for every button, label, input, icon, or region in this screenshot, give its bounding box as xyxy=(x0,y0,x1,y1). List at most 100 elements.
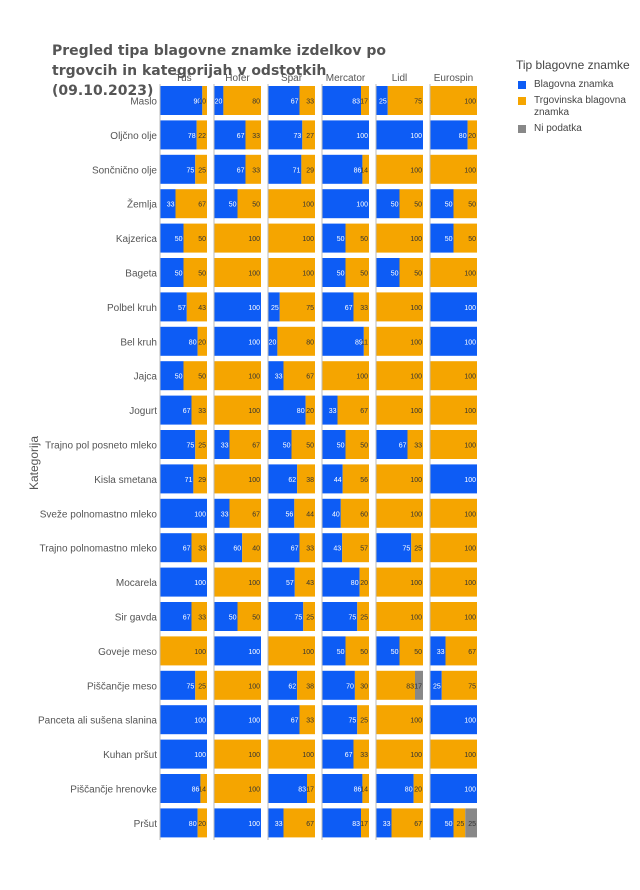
bar-segment-15-3-0[interactable] xyxy=(322,602,358,631)
bar-segment-14-0-0[interactable] xyxy=(160,567,207,597)
bar-segment-5-0-0[interactable] xyxy=(160,258,184,287)
bar-segment-21-3-1[interactable] xyxy=(361,808,369,838)
bar-segment-2-4-1[interactable] xyxy=(376,154,423,184)
bar-segment-12-4-1[interactable] xyxy=(376,498,423,528)
bar-segment-17-3-1[interactable] xyxy=(354,670,369,700)
bar-segment-15-1-0[interactable] xyxy=(214,602,238,631)
bar-segment-21-0-0[interactable] xyxy=(160,808,198,838)
bar-segment-1-1-1[interactable] xyxy=(245,120,261,150)
bar-segment-10-4-1[interactable] xyxy=(407,430,423,459)
bar-segment-3-1-0[interactable] xyxy=(214,189,238,219)
bar-segment-13-1-0[interactable] xyxy=(214,533,243,563)
bar-segment-1-4-0[interactable] xyxy=(376,120,423,150)
bar-segment-11-1-1[interactable] xyxy=(214,464,261,494)
bar-segment-20-2-0[interactable] xyxy=(268,774,308,803)
bar-segment-7-3-1[interactable] xyxy=(363,326,369,356)
bar-segment-5-3-0[interactable] xyxy=(322,258,346,287)
bar-segment-10-4-0[interactable] xyxy=(376,430,408,459)
bar-segment-16-2-1[interactable] xyxy=(268,636,315,666)
bar-segment-17-4-2[interactable] xyxy=(415,670,423,700)
bar-segment-5-4-1[interactable] xyxy=(399,258,424,287)
bar-segment-5-2-1[interactable] xyxy=(268,258,315,287)
bar-segment-11-3-1[interactable] xyxy=(342,464,369,494)
bar-segment-2-0-1[interactable] xyxy=(195,154,207,184)
bar-segment-1-1-0[interactable] xyxy=(214,120,246,150)
bar-segment-19-0-0[interactable] xyxy=(160,739,207,769)
bar-segment-19-1-1[interactable] xyxy=(214,739,261,769)
bar-segment-10-2-1[interactable] xyxy=(291,430,316,459)
bar-segment-0-5-1[interactable] xyxy=(430,86,477,115)
bar-segment-9-0-1[interactable] xyxy=(191,395,207,425)
bar-segment-3-0-1[interactable] xyxy=(175,189,207,219)
bar-segment-21-5-1[interactable] xyxy=(453,808,466,838)
bar-segment-3-4-0[interactable] xyxy=(376,189,400,219)
bar-segment-13-0-0[interactable] xyxy=(160,533,192,563)
bar-segment-15-0-1[interactable] xyxy=(191,602,207,631)
bar-segment-3-1-1[interactable] xyxy=(237,189,262,219)
bar-segment-10-1-1[interactable] xyxy=(229,430,261,459)
bar-segment-8-3-1[interactable] xyxy=(322,361,369,391)
bar-segment-0-3-0[interactable] xyxy=(322,86,362,115)
bar-segment-17-4-1[interactable] xyxy=(376,670,416,700)
bar-segment-13-2-1[interactable] xyxy=(299,533,315,563)
bar-segment-14-2-0[interactable] xyxy=(268,567,295,597)
bar-segment-16-3-1[interactable] xyxy=(345,636,370,666)
bar-segment-1-5-0[interactable] xyxy=(430,120,468,150)
bar-segment-19-4-1[interactable] xyxy=(376,739,423,769)
bar-segment-3-2-1[interactable] xyxy=(268,189,315,219)
bar-segment-8-4-1[interactable] xyxy=(376,361,423,391)
bar-segment-4-5-0[interactable] xyxy=(430,223,454,253)
bar-segment-16-5-1[interactable] xyxy=(445,636,477,666)
bar-segment-21-4-0[interactable] xyxy=(376,808,392,838)
bar-segment-10-3-1[interactable] xyxy=(345,430,370,459)
legend-item-trgovinska[interactable]: Trgovinska blagovna znamka xyxy=(516,95,640,119)
bar-segment-20-3-1[interactable] xyxy=(362,774,369,803)
bar-segment-18-2-0[interactable] xyxy=(268,705,300,735)
bar-segment-15-1-1[interactable] xyxy=(237,602,262,631)
bar-segment-2-2-0[interactable] xyxy=(268,154,302,184)
bar-segment-13-1-1[interactable] xyxy=(242,533,261,563)
bar-segment-12-3-1[interactable] xyxy=(340,498,369,528)
bar-segment-2-5-1[interactable] xyxy=(430,154,477,184)
bar-segment-7-2-1[interactable] xyxy=(277,326,315,356)
bar-segment-4-3-0[interactable] xyxy=(322,223,346,253)
bar-segment-1-3-0[interactable] xyxy=(322,120,369,150)
bar-segment-11-2-1[interactable] xyxy=(297,464,315,494)
bar-segment-1-2-1[interactable] xyxy=(302,120,315,150)
bar-segment-9-1-1[interactable] xyxy=(214,395,261,425)
bar-segment-10-3-0[interactable] xyxy=(322,430,346,459)
bar-segment-6-2-1[interactable] xyxy=(279,292,315,322)
bar-segment-21-0-1[interactable] xyxy=(197,808,207,838)
bar-segment-17-5-1[interactable] xyxy=(441,670,477,700)
bar-segment-8-0-1[interactable] xyxy=(183,361,208,391)
bar-segment-20-4-0[interactable] xyxy=(376,774,414,803)
bar-segment-12-5-1[interactable] xyxy=(430,498,477,528)
bar-segment-13-4-0[interactable] xyxy=(376,533,412,563)
bar-segment-9-4-1[interactable] xyxy=(376,395,423,425)
bar-segment-14-2-1[interactable] xyxy=(294,567,315,597)
bar-segment-14-1-1[interactable] xyxy=(214,567,261,597)
bar-segment-9-2-1[interactable] xyxy=(305,395,315,425)
bar-segment-17-2-0[interactable] xyxy=(268,670,298,700)
bar-segment-16-4-0[interactable] xyxy=(376,636,400,666)
bar-segment-9-0-0[interactable] xyxy=(160,395,192,425)
bar-segment-14-4-1[interactable] xyxy=(376,567,423,597)
bar-segment-7-1-0[interactable] xyxy=(214,326,261,356)
bar-segment-21-5-0[interactable] xyxy=(430,808,454,838)
bar-segment-20-0-1[interactable] xyxy=(200,774,207,803)
bar-segment-9-5-1[interactable] xyxy=(430,395,477,425)
bar-segment-8-1-1[interactable] xyxy=(214,361,261,391)
bar-segment-11-0-1[interactable] xyxy=(193,464,207,494)
bar-segment-18-4-1[interactable] xyxy=(376,705,423,735)
bar-segment-8-2-1[interactable] xyxy=(283,361,315,391)
bar-segment-10-2-0[interactable] xyxy=(268,430,292,459)
bar-segment-4-4-1[interactable] xyxy=(376,223,423,253)
bar-segment-0-0-1[interactable] xyxy=(202,86,207,115)
bar-segment-16-1-0[interactable] xyxy=(214,636,261,666)
bar-segment-3-3-0[interactable] xyxy=(322,189,369,219)
legend-item-blagovna[interactable]: Blagovna znamka xyxy=(516,79,640,91)
bar-segment-18-3-1[interactable] xyxy=(357,705,369,735)
bar-segment-2-1-1[interactable] xyxy=(245,154,261,184)
bar-segment-21-3-0[interactable] xyxy=(322,808,362,838)
bar-segment-6-3-1[interactable] xyxy=(353,292,369,322)
